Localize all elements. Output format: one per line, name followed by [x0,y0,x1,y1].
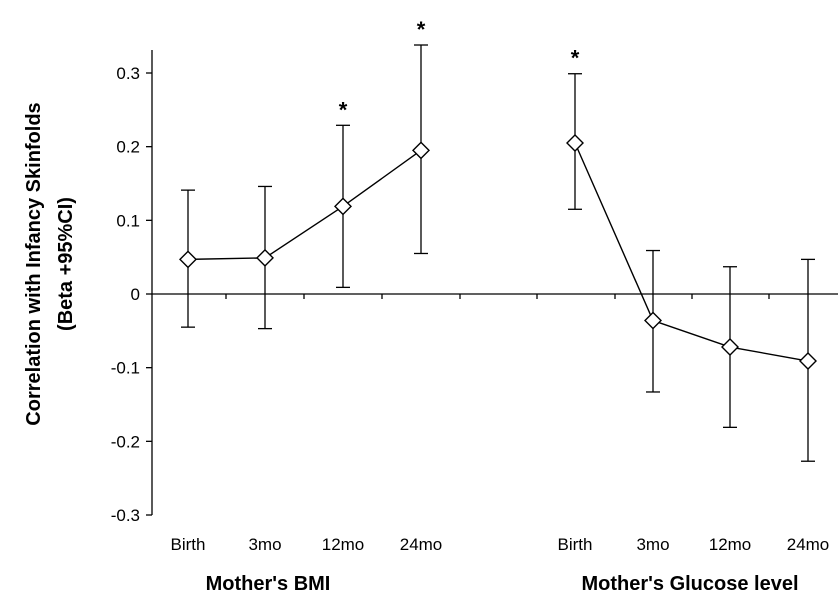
y-axis-label-line1: Correlation with Infancy Skinfolds [23,102,45,425]
data-point [256,248,274,267]
x-tick-label: Birth [558,535,593,554]
data-point [412,141,430,160]
x-tick-label: 12mo [709,535,752,554]
series-line [187,149,422,261]
chart-marks: Birth 3mo * 12mo * 24mo Mother's BMI * Birth 3mo 1… [171,17,830,595]
data-point [179,250,197,269]
series-line [574,142,809,362]
y-tick-label: 0.2 [116,138,140,157]
significance-star: * [417,17,426,42]
x-tick-label: 24mo [787,535,830,554]
x-tick-label: 3mo [248,535,281,554]
data-point [566,133,584,152]
data-point [721,338,739,357]
data-point [799,352,817,371]
y-tick-label: -0.1 [111,359,140,378]
significance-star: * [339,97,348,122]
y-tick-label: 0.1 [116,211,140,230]
y-tick-label: 0.3 [116,64,140,83]
y-axis-label-line2: (Beta +95%CI) [55,197,77,331]
x-tick-label: Birth [171,535,206,554]
group-label: Mother's BMI [206,573,331,595]
x-tick-label: 24mo [400,535,443,554]
significance-star: * [571,46,580,71]
x-tick-label: 3mo [636,535,669,554]
y-tick-label: 0 [131,285,140,304]
data-point [644,311,662,330]
group-label: Mother's Glucose level [581,573,798,595]
y-axis-label: Correlation with Infancy Skinfolds (Beta… [23,102,77,425]
data-point [334,197,352,216]
x-tick-label: 12mo [322,535,365,554]
y-tick-label: -0.3 [111,506,140,525]
axes: 0.3 0.2 0.1 0 -0.1 -0.2 -0.3 [111,50,838,525]
y-tick-label: -0.2 [111,432,140,451]
